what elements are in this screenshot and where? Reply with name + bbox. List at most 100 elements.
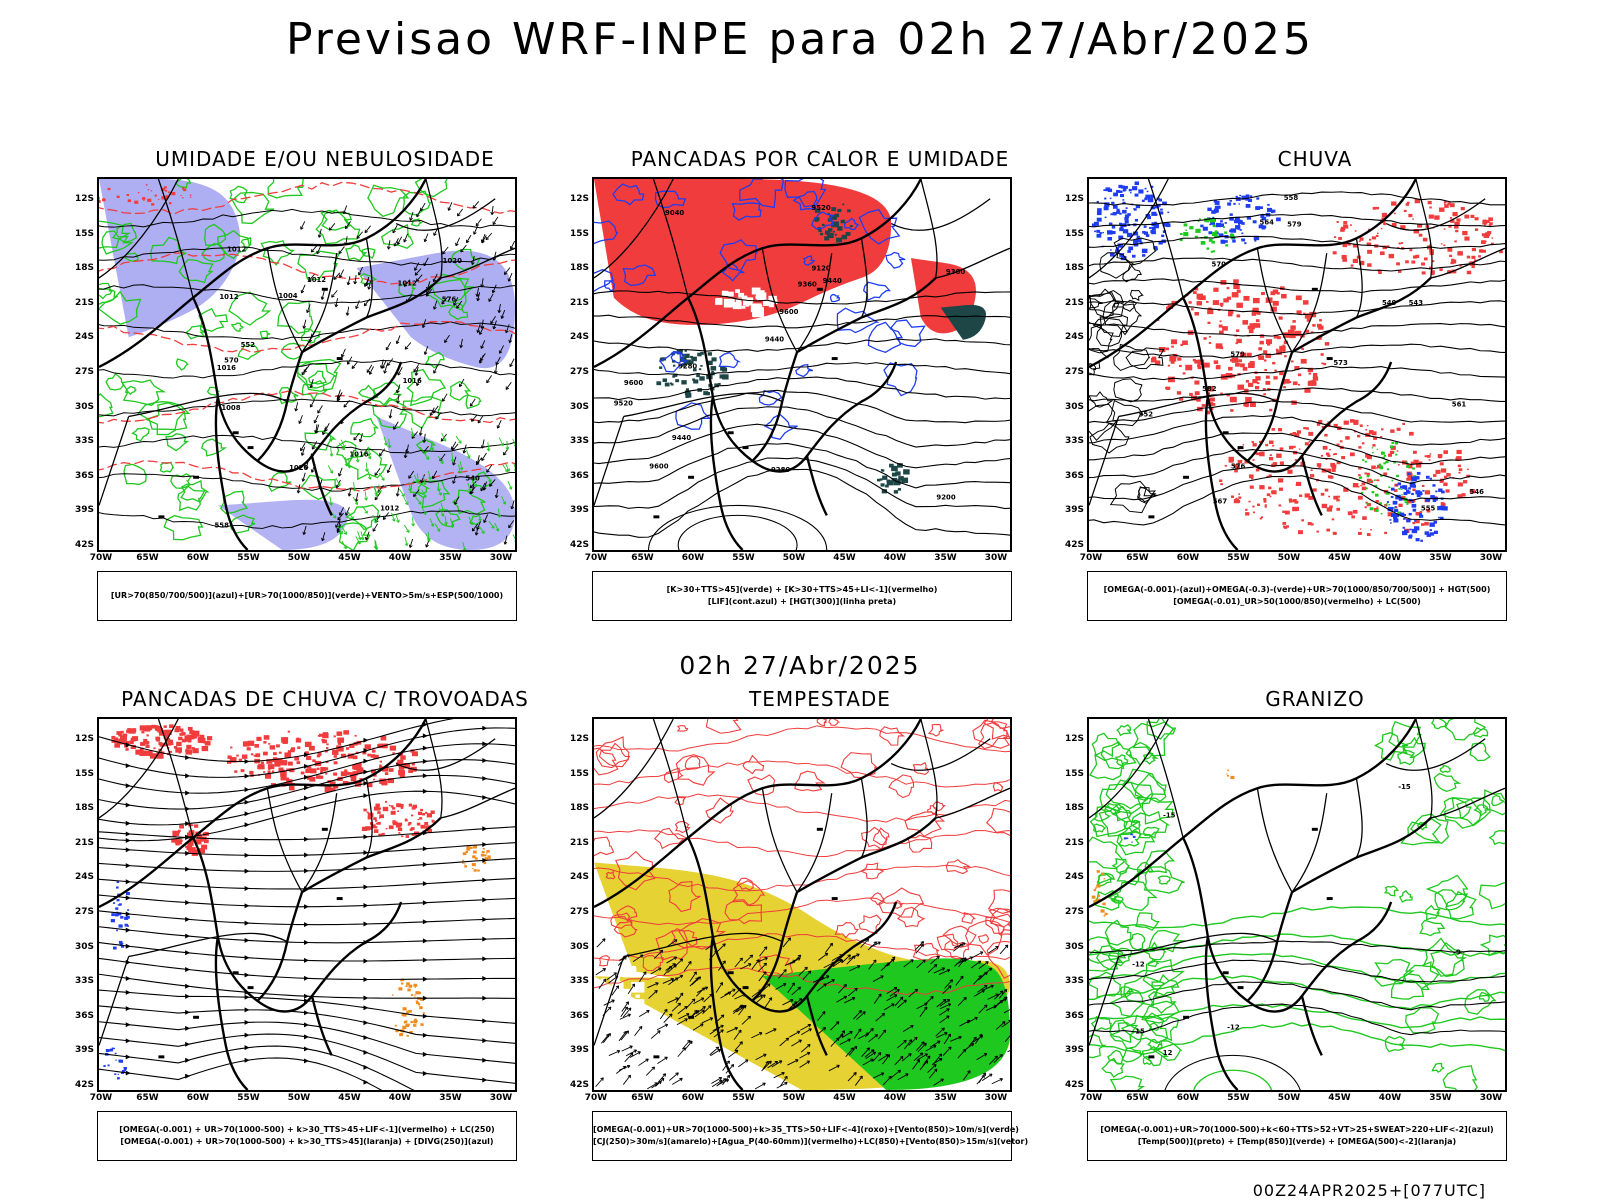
longitude-tick-label: 30W	[984, 1093, 1008, 1103]
hgt500-contour	[1089, 449, 1505, 484]
hgt500-contour	[1089, 278, 1505, 294]
latitude-tick-label: 15S	[569, 228, 589, 239]
legend-line: [LIF](cont.azul) + [HGT(300)](linha pret…	[707, 597, 897, 606]
contour-label: -12	[1132, 961, 1145, 969]
contour-label: 9280	[678, 363, 697, 371]
map-frame: 582 579 579 576 573 570 567 564 561 558 555 552 549 5…	[1087, 177, 1507, 552]
longitude-tick-label: 50W	[1277, 553, 1301, 563]
latitude-tick-label: 33S	[74, 436, 94, 447]
hgt300-contour	[594, 423, 1010, 469]
map-frame: -12 -15 -12 -15 -9 12 15	[1087, 717, 1507, 1092]
latitude-tick-label: 21S	[1064, 837, 1084, 848]
latitude-axis: 12S 15S 18S 21S 24S 27S 30S 33S 36S 39S 42S	[75, 177, 97, 552]
longitude-tick-label: 40W	[883, 553, 907, 563]
longitude-tick-label: 45W	[338, 1093, 361, 1103]
hgt300-low-contour	[647, 504, 828, 550]
longitude-tick-label: 65W	[1126, 553, 1149, 563]
contour-label: 558	[214, 521, 229, 529]
map-panel-trovoadas: PANCADAS DE CHUVA C/ TROVOADAS 12S 15S 18S 2…	[75, 687, 575, 1177]
lc850-contour	[594, 829, 1010, 858]
temp850-contour	[1089, 975, 1505, 1010]
latitude-axis: 12S 15S 18S 21S 24S 27S 30S 33S 36S 39S 42S	[570, 177, 592, 552]
latitude-tick-label: 30S	[569, 401, 589, 412]
latitude-tick-label: 21S	[569, 837, 589, 848]
pressure-contour	[99, 471, 515, 492]
contour-label: 9600	[779, 308, 798, 316]
storm-red-north	[111, 724, 213, 759]
storm-orange-east	[461, 845, 491, 872]
longitude-tick-label: 50W	[1277, 1093, 1301, 1103]
map-panel-granizo: GRANIZO 12S 15S 18S 21S 24S 27S 30S 33S 36S 39S 42S…	[1065, 687, 1565, 1177]
latitude-tick-label: 27S	[569, 907, 589, 917]
latitude-tick-label: 30S	[569, 941, 589, 952]
omega500-orange	[1226, 769, 1235, 780]
omega-blue-south	[1386, 471, 1448, 542]
latitude-tick-label: 12S	[74, 734, 94, 744]
legend-line: [K>30+TTS>45](verde) + [K>30+TTS>45+LI<-…	[666, 585, 938, 594]
map-field	[99, 719, 515, 1090]
lc850-contour	[594, 793, 1010, 823]
latitude-tick-label: 30S	[1064, 401, 1084, 412]
latitude-tick-label: 18S	[74, 263, 94, 274]
latitude-tick-label: 39S	[1064, 1045, 1084, 1056]
latitude-tick-label: 42S	[1064, 1080, 1084, 1090]
map-field: -12 -15 -12 -15 -9 12 15	[1089, 719, 1505, 1090]
red-thickness-labels	[99, 184, 192, 206]
pressure-contour	[99, 284, 515, 304]
contour-label: -9	[1453, 948, 1461, 956]
contour-label: 9120	[812, 265, 831, 273]
rain-red-south	[1219, 419, 1475, 537]
latitude-tick-label: 21S	[74, 837, 94, 848]
contour-label: 9360	[798, 281, 817, 289]
contour-label: 15	[1135, 1028, 1145, 1036]
hgt500-contour	[1089, 343, 1505, 359]
longitude-tick-label: 35W	[1429, 1093, 1452, 1103]
thickness-contour	[99, 252, 515, 285]
latitude-tick-label: 39S	[74, 505, 94, 516]
hgt500-contour	[1089, 415, 1505, 446]
latitude-tick-label: 15S	[569, 768, 589, 779]
pressure-contour	[99, 398, 515, 417]
divergence-blue	[110, 880, 130, 950]
temp500-contour	[1089, 959, 1505, 983]
latitude-tick-label: 12S	[569, 734, 589, 744]
longitude-tick-label: 55W	[1227, 553, 1250, 563]
longitude-tick-label: 55W	[1227, 1093, 1250, 1103]
lc850-contour	[594, 897, 1010, 926]
longitude-tick-label: 35W	[1429, 553, 1452, 563]
latitude-tick-label: 33S	[1064, 436, 1084, 447]
temp850-low	[1193, 1069, 1273, 1090]
latitude-tick-label: 18S	[569, 263, 589, 274]
contour-value-labels: -12 -15 -12 -15 -9 12 15	[1132, 783, 1461, 1057]
longitude-tick-label: 30W	[489, 1093, 513, 1103]
political-boundaries	[1089, 719, 1505, 1090]
thickness-contour	[99, 181, 515, 216]
latitude-tick-label: 27S	[74, 907, 94, 917]
longitude-tick-label: 30W	[1479, 553, 1503, 563]
hgt300-contour	[594, 406, 1010, 448]
contour-label: 1012	[307, 276, 326, 284]
longitude-tick-label: 70W	[1079, 553, 1103, 563]
hgt500-contour	[1089, 387, 1505, 402]
political-boundaries	[1089, 179, 1505, 550]
temp500-contour	[1089, 940, 1505, 954]
latitude-tick-label: 24S	[74, 332, 94, 343]
latitude-tick-label: 36S	[1064, 1010, 1084, 1021]
legend-line: [OMEGA(-0.01)_UR>50(1000/850)(vermelho) …	[1173, 597, 1421, 606]
longitude-tick-label: 55W	[732, 1093, 755, 1103]
hgt300-contour	[594, 338, 1010, 353]
rain-red-northeast	[1332, 198, 1503, 276]
longitude-tick-label: 45W	[338, 553, 361, 563]
contour-label: 1016	[217, 364, 236, 372]
legend-box: [K>30+TTS>45](verde) + [K>30+TTS>45+LI<-…	[592, 571, 1012, 621]
latitude-tick-label: 24S	[1064, 332, 1084, 343]
instability-teal-east	[940, 304, 987, 340]
contour-value-labels: 9600960095209520944094409440936093609280…	[614, 204, 966, 501]
longitude-tick-label: 65W	[631, 553, 654, 563]
contour-label: 552	[1139, 411, 1154, 419]
humidity-area-southwest	[217, 499, 348, 550]
legend-line: [OMEGA(-0.001)+UR>70(1000-500)+k>35_TTS>…	[593, 1125, 1019, 1134]
latitude-tick-label: 27S	[74, 367, 94, 377]
legend-box: [OMEGA(-0.001) + UR>70(1000-500) + k>30_…	[97, 1111, 517, 1161]
latitude-tick-label: 30S	[74, 401, 94, 412]
